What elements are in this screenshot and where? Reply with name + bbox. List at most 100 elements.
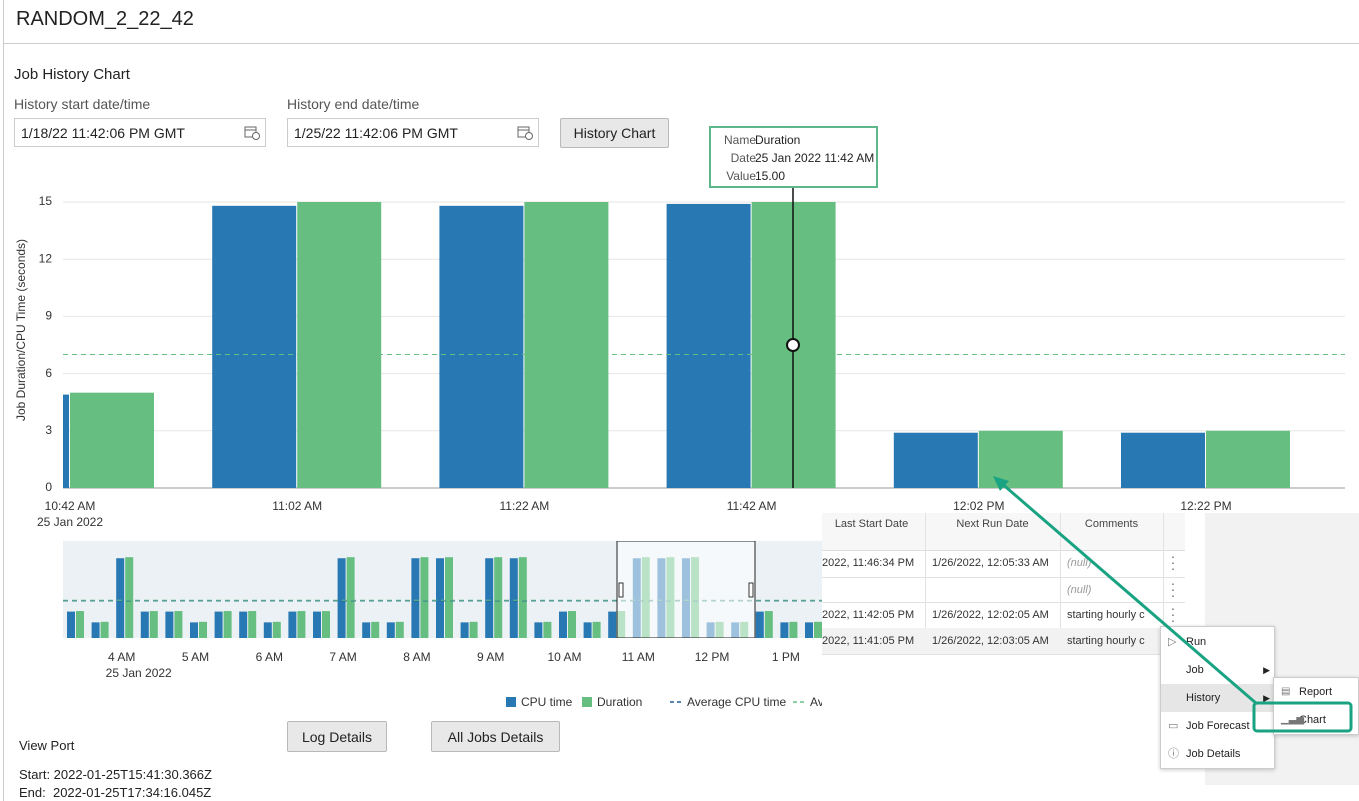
overview-bar: [411, 558, 419, 638]
row-actions[interactable]: ···: [1170, 605, 1176, 623]
menu-item[interactable]: Run▷: [1161, 628, 1274, 656]
overview-bar: [420, 557, 428, 638]
legend-label: Duration: [597, 695, 642, 709]
window-handle: [749, 583, 753, 597]
overview-bar: [568, 611, 576, 638]
overview-bar: [494, 557, 502, 638]
overview-bar: [519, 557, 527, 638]
row-divider: [822, 654, 1185, 655]
menu-label: Run: [1186, 636, 1206, 648]
cell: 1/26/2022, 12:02:05 AM: [932, 609, 1059, 621]
overview-bar: [92, 622, 100, 638]
bar: [667, 204, 751, 488]
y-tick-label: 3: [45, 423, 52, 437]
row-actions[interactable]: ···: [1170, 580, 1176, 598]
menu-item[interactable]: Report▤: [1274, 678, 1358, 706]
overview-bar: [76, 611, 84, 638]
menu-item[interactable]: Job Detailsⓘ: [1161, 740, 1274, 768]
x-tick-label: 4 AM: [108, 650, 135, 664]
tooltip-value: 15.00: [755, 169, 785, 183]
cell: (null): [1067, 584, 1162, 596]
overview-bar: [584, 622, 592, 638]
tooltip-key: Name: [724, 133, 756, 147]
row-divider: [822, 577, 1185, 578]
y-tick-label: 15: [39, 194, 53, 208]
overview-bar: [347, 557, 355, 638]
x-tick-label: 10:42 AM: [45, 499, 96, 513]
overview-bar: [396, 622, 404, 638]
overview-bar: [805, 622, 813, 638]
x-tick-label: 12 PM: [695, 650, 730, 664]
bar: [1121, 433, 1205, 488]
viewport-title: View Port: [19, 738, 74, 753]
overview-bar: [248, 611, 256, 638]
cell: (null): [1067, 557, 1162, 569]
menu-item[interactable]: Job▶: [1161, 656, 1274, 684]
x-tick-label: 11:02 AM: [272, 499, 322, 513]
cell: 2022, 11:42:05 PM: [822, 609, 917, 621]
menu-item[interactable]: Chart▁▃▅: [1274, 706, 1358, 734]
overview-bar: [322, 611, 330, 638]
main-plot: [0, 188, 1345, 488]
bar: [894, 433, 978, 488]
cell: 2022, 11:41:05 PM: [822, 635, 917, 647]
overview-bar: [67, 612, 75, 638]
y-tick-label: 6: [45, 366, 52, 380]
overview-bar: [264, 622, 272, 638]
tooltip-key: Value: [726, 169, 756, 183]
row-actions[interactable]: ···: [1170, 553, 1176, 571]
overview-bar: [593, 622, 601, 638]
overview-bar: [371, 622, 379, 638]
overview-bar: [165, 612, 173, 638]
menu-icon: ▤: [1281, 678, 1290, 706]
legend-label: Average CPU time: [687, 695, 786, 709]
menu-icon: ▁▃▅: [1281, 706, 1304, 734]
selection-window: [617, 541, 755, 638]
x-tick-label: 10 AM: [547, 650, 581, 664]
menu-item[interactable]: Job Forecast▭: [1161, 712, 1274, 740]
overview-bar: [313, 612, 321, 638]
overview-bar: [215, 612, 223, 638]
context-menu: Run▷Job▶History▶Job Forecast▭Job Details…: [1160, 626, 1275, 769]
menu-item[interactable]: History▶: [1161, 684, 1274, 712]
menu-icon: ▭: [1168, 712, 1178, 740]
x-tick-label: 8 AM: [403, 650, 430, 664]
tooltip-value: 25 Jan 2022 11:42 AM: [755, 151, 874, 165]
y-tick-label: 0: [45, 480, 52, 494]
legend-swatch: [582, 697, 592, 707]
x-date-label: 25 Jan 2022: [106, 666, 172, 680]
legend-swatch: [506, 697, 516, 707]
overview-bar: [362, 622, 370, 638]
viewport-end: End: 2022-01-25T17:34:16.045Z: [19, 785, 211, 800]
submenu-caret: ▶: [1263, 656, 1270, 684]
overview-bar: [534, 622, 542, 638]
overview-bar: [485, 558, 493, 638]
overview-bar: [224, 611, 232, 638]
overview-bar: [461, 622, 469, 638]
bar: [1206, 431, 1290, 488]
cell: starting hourly c: [1067, 635, 1162, 647]
bar: [524, 202, 608, 488]
overview-bar: [436, 558, 444, 638]
overview-bar: [150, 611, 158, 638]
jobs-table-panel: Last Start DateNext Run DateComments2022…: [822, 513, 1359, 785]
column-header: Last Start Date: [822, 518, 923, 530]
cell: starting hourly c: [1067, 609, 1162, 621]
x-tick-label: 11 AM: [622, 650, 655, 664]
overview-bar: [543, 622, 551, 638]
x-tick-label: 6 AM: [256, 650, 283, 664]
x-tick-label: 1 PM: [772, 650, 800, 664]
x-tick-label: 5 AM: [182, 650, 209, 664]
x-tick-label: 7 AM: [329, 650, 356, 664]
row-divider: [822, 602, 1185, 603]
overview-bar: [789, 622, 797, 638]
overview-bar: [174, 611, 182, 638]
overview-bar: [445, 557, 453, 638]
all-jobs-button[interactable]: All Jobs Details: [431, 721, 560, 752]
tooltip-value: Duration: [755, 133, 800, 147]
log-details-button[interactable]: Log Details: [287, 721, 387, 752]
overview-bar: [273, 622, 281, 638]
submenu: Report▤Chart▁▃▅: [1273, 677, 1359, 735]
bar: [297, 202, 381, 488]
cell: 1/26/2022, 12:03:05 AM: [932, 635, 1059, 647]
